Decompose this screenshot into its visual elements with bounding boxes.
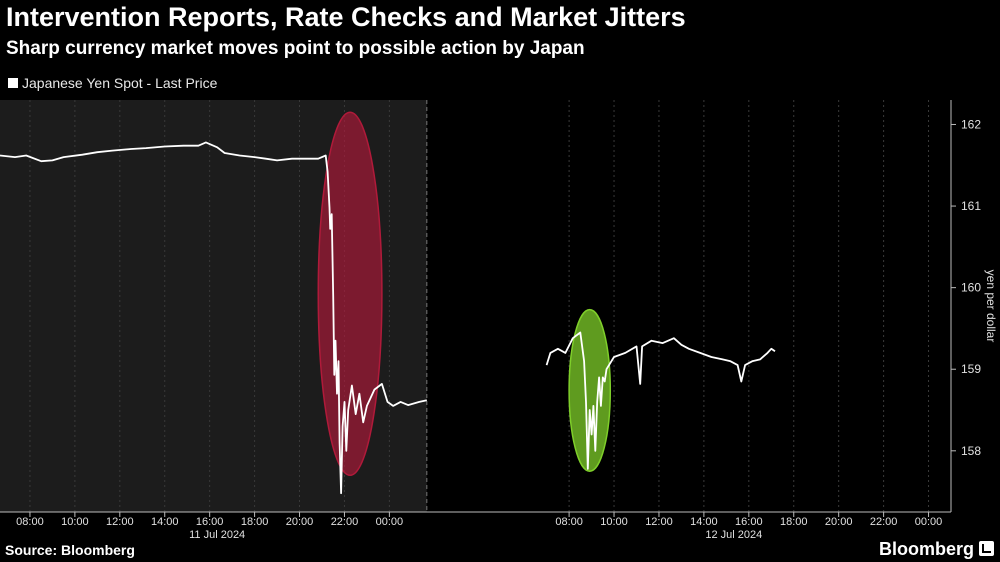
highlight-red (317, 111, 383, 477)
x-tick-label: 08:00 (16, 516, 44, 528)
x-tick-label: 10:00 (600, 516, 628, 528)
y-tick-label: 158 (961, 444, 981, 458)
legend-swatch (8, 78, 18, 88)
chart-title: Intervention Reports, Rate Checks and Ma… (6, 2, 686, 32)
highlight-green (568, 308, 612, 472)
y-tick-label: 159 (961, 362, 981, 376)
brand-logo: Bloomberg (878, 539, 974, 559)
x-tick-label: 12:00 (645, 516, 673, 528)
y-axis-title: yen per dollar (984, 270, 998, 343)
x-tick-label: 10:00 (61, 516, 89, 528)
x-tick-label: 16:00 (196, 516, 224, 528)
x-tick-label: 20:00 (286, 516, 314, 528)
x-tick-label: 22:00 (870, 516, 898, 528)
series-line-segment (545, 331, 776, 470)
x-tick-label: 14:00 (151, 516, 179, 528)
y-tick-label: 161 (961, 199, 981, 213)
source-note: Source: Bloomberg (5, 542, 135, 558)
bloomberg-chart-icon (979, 541, 994, 556)
date-label: 12 Jul 2024 (705, 529, 762, 541)
x-tick-label: 12:00 (106, 516, 134, 528)
x-tick-label: 22:00 (331, 516, 359, 528)
series-line-segment (0, 141, 427, 495)
x-tick-label: 16:00 (735, 516, 763, 528)
x-tick-label: 18:00 (241, 516, 269, 528)
legend: Japanese Yen Spot - Last Price (8, 75, 217, 91)
x-tick-label: 08:00 (555, 516, 583, 528)
chart-subtitle: Sharp currency market moves point to pos… (6, 38, 585, 59)
y-tick-label: 160 (961, 281, 981, 295)
date-label: 11 Jul 2024 (189, 529, 245, 541)
y-tick-label: 162 (961, 117, 981, 131)
x-tick-label: 00:00 (915, 516, 943, 528)
x-tick-label: 00:00 (376, 516, 404, 528)
x-tick-label: 18:00 (780, 516, 808, 528)
legend-label: Japanese Yen Spot - Last Price (22, 75, 218, 91)
x-tick-label: 14:00 (690, 516, 718, 528)
x-tick-label: 20:00 (825, 516, 853, 528)
